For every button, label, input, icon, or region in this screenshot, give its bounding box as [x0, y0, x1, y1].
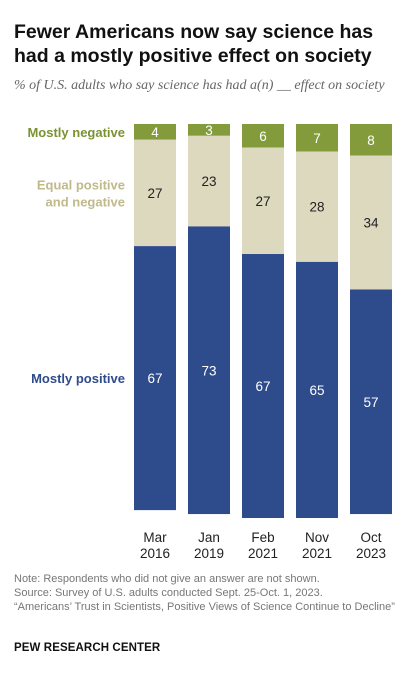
- data-label-equal: 34: [363, 216, 379, 231]
- data-label-mostly-negative: 6: [259, 129, 267, 144]
- data-label-mostly-positive: 67: [147, 371, 162, 386]
- bar-mostly-negative: [350, 124, 392, 156]
- data-label-mostly-negative: 8: [367, 133, 375, 148]
- bar-mostly-positive: [188, 226, 230, 515]
- report-title: “Americans’ Trust in Scientists, Positiv…: [14, 601, 395, 613]
- bar-mostly-positive: [350, 289, 392, 515]
- bar-mostly-negative: [242, 124, 284, 148]
- data-label-equal: 27: [147, 186, 162, 201]
- series-label-equal: Equal positive and negative: [37, 177, 125, 209]
- data-label-mostly-negative: 7: [313, 131, 321, 146]
- bar-mostly-negative: [296, 124, 338, 152]
- pew-research-center-credit: PEW RESEARCH CENTER: [14, 642, 161, 654]
- data-label-mostly-positive: 57: [363, 395, 378, 410]
- bar-mostly-negative: [188, 124, 230, 136]
- data-label-mostly-positive: 65: [309, 383, 324, 398]
- data-label-mostly-positive: 67: [255, 379, 270, 394]
- bar-mostly-positive: [296, 261, 338, 518]
- bar-equal: [296, 151, 338, 262]
- series-label-mostly-positive: Mostly positive: [31, 371, 125, 386]
- x-tick-label: Feb 2021: [248, 530, 278, 561]
- data-label-equal: 27: [255, 194, 270, 209]
- x-tick-label: Jan 2019: [194, 530, 224, 561]
- data-label-equal: 23: [201, 174, 216, 189]
- stacked-bar-chart: 4 27 67 Mar 2016 3 23 73 Jan 2019 6 27 67 Feb 2021 7 28 6…: [27, 123, 392, 561]
- x-tick-label: Oct 2023: [356, 530, 386, 561]
- bar-equal: [134, 139, 176, 247]
- x-tick-label: Mar 2016: [140, 530, 170, 561]
- bar-mostly-negative: [134, 124, 176, 140]
- data-label-equal: 28: [309, 200, 324, 215]
- bar-mostly-positive: [242, 254, 284, 518]
- source-text: Source: Survey of U.S. adults conducted …: [14, 587, 323, 599]
- chart-title: Fewer Americans now say science has had …: [14, 21, 374, 67]
- bar-equal: [242, 147, 284, 255]
- note-text: Note: Respondents who did not give an an…: [14, 573, 320, 585]
- bar-equal: [350, 155, 392, 290]
- x-tick-label: Nov 2021: [302, 530, 332, 561]
- series-label-mostly-negative: Mostly negative: [27, 125, 125, 140]
- bar-mostly-positive: [134, 246, 176, 511]
- chart-notes: Note: Respondents who did not give an an…: [14, 572, 398, 614]
- data-label-mostly-negative: 3: [205, 123, 213, 138]
- data-label-mostly-positive: 73: [201, 363, 216, 378]
- bar-equal: [188, 135, 230, 227]
- data-label-mostly-negative: 4: [151, 125, 159, 140]
- chart-subtitle: % of U.S. adults who say science has had…: [14, 78, 385, 93]
